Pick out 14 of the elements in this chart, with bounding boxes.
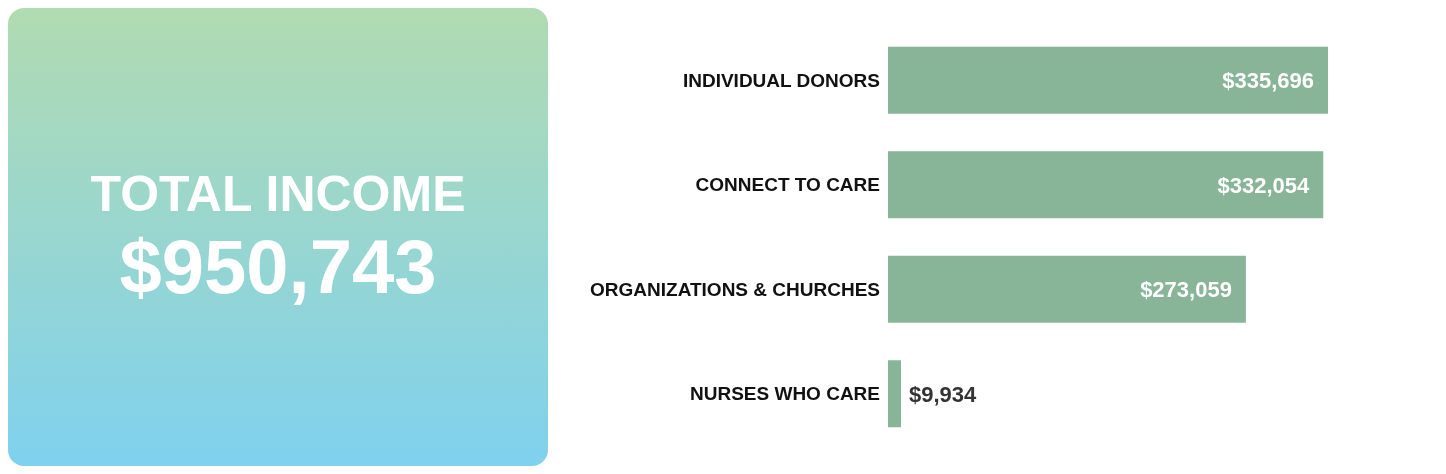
y-tick-label: ORGANIZATIONS & CHURCHES xyxy=(590,278,880,300)
data-label: $9,934 xyxy=(909,381,978,407)
bar xyxy=(888,46,1328,114)
bar xyxy=(888,255,1246,323)
text: $950,743 xyxy=(119,222,437,310)
data-label: $332,054 xyxy=(1217,172,1310,198)
y-tick-label: NURSES WHO CARE xyxy=(689,383,880,405)
data-label: $273,059 xyxy=(1140,277,1232,303)
text: TOTAL INCOME xyxy=(90,164,466,223)
y-tick-label: INDIVIDUAL DONORS xyxy=(682,70,880,91)
y-tick-label: CONNECT TO CARE xyxy=(695,174,880,196)
bar xyxy=(888,151,1324,219)
bar xyxy=(888,360,902,428)
data-label: $335,696 xyxy=(1222,68,1314,94)
